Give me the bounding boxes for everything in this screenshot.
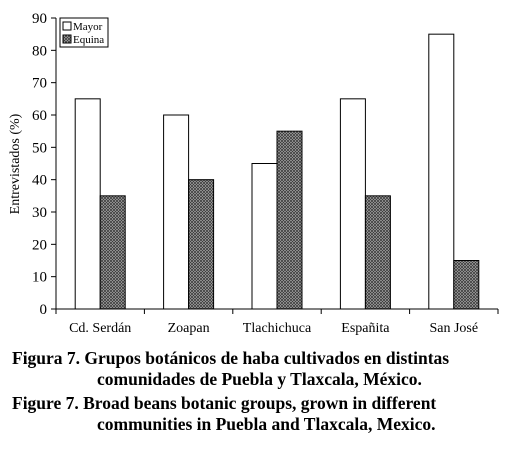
legend-label: Mayor <box>73 21 103 33</box>
bar-mayor <box>251 163 278 310</box>
y-tick-label: 90 <box>32 11 47 27</box>
legend-swatch <box>62 34 72 44</box>
bar-equina <box>276 130 303 310</box>
bar-mayor <box>74 98 101 310</box>
bar-equina <box>364 195 391 310</box>
y-tick-label: 10 <box>32 270 47 286</box>
x-tick-label: Zoapan <box>168 321 210 336</box>
y-tick-label: 20 <box>32 237 47 253</box>
x-tick-label: Tlachichuca <box>243 321 312 336</box>
bar-equina <box>99 195 126 310</box>
y-tick-label: 60 <box>32 108 47 124</box>
legend-label: Equina <box>73 34 104 46</box>
caption-en-line2: communities in Puebla and Tlaxcala, Mexi… <box>97 414 436 434</box>
y-tick-label: 40 <box>32 173 47 189</box>
y-tick-label: 0 <box>40 302 48 318</box>
bar-mayor <box>339 98 366 310</box>
bar-equina <box>453 260 480 310</box>
y-tick-label: 70 <box>32 76 47 92</box>
y-tick-label: 80 <box>32 43 47 59</box>
x-tick-label: San José <box>429 321 478 336</box>
bar-mayor <box>163 114 190 310</box>
legend-swatch <box>62 21 72 31</box>
bar-equina <box>188 179 215 310</box>
x-tick-label: Cd. Serdán <box>69 321 131 336</box>
x-tick-label: Españita <box>341 321 390 336</box>
y-tick-label: 50 <box>32 140 47 156</box>
caption-es-line2: comunidades de Puebla y Tlaxcala, México… <box>97 369 422 389</box>
caption-es-line1: Figura 7. Grupos botánicos de haba culti… <box>12 348 450 368</box>
bar-chart: 0 10 20 30 40 50 60 70 80 90 Cd. Serdán Zoapan Tlach… <box>8 11 499 336</box>
bar-mayor <box>428 33 455 310</box>
caption-en-line1: Figure 7. Broad beans botanic groups, gr… <box>12 393 437 413</box>
bars <box>74 33 480 310</box>
y-axis-label: Entrevistados (%) <box>8 113 23 214</box>
axes: 0 10 20 30 40 50 60 70 80 90 Cd. Serdán Zoapan Tlach… <box>32 11 499 336</box>
y-tick-label: 30 <box>32 205 47 221</box>
